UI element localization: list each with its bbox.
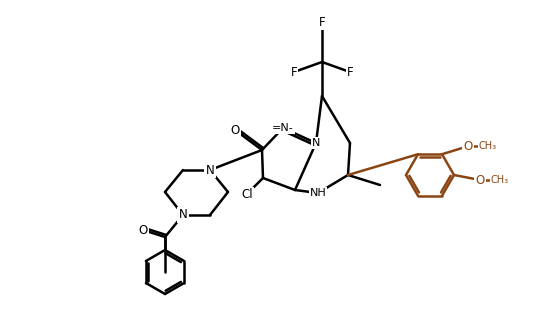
Text: N: N — [312, 138, 320, 148]
Text: N: N — [206, 164, 214, 177]
Text: O: O — [475, 174, 485, 187]
Text: NH: NH — [310, 188, 326, 198]
Text: CH₃: CH₃ — [479, 141, 497, 151]
Text: O: O — [463, 140, 473, 153]
Text: F: F — [347, 66, 353, 78]
Text: =N-: =N- — [272, 123, 294, 133]
Text: CH₃: CH₃ — [491, 175, 509, 185]
Text: F: F — [290, 66, 298, 78]
Text: N: N — [178, 208, 187, 221]
Text: O: O — [138, 224, 147, 236]
Text: O: O — [230, 123, 239, 137]
Text: F: F — [319, 16, 325, 29]
Text: Cl: Cl — [241, 188, 253, 202]
